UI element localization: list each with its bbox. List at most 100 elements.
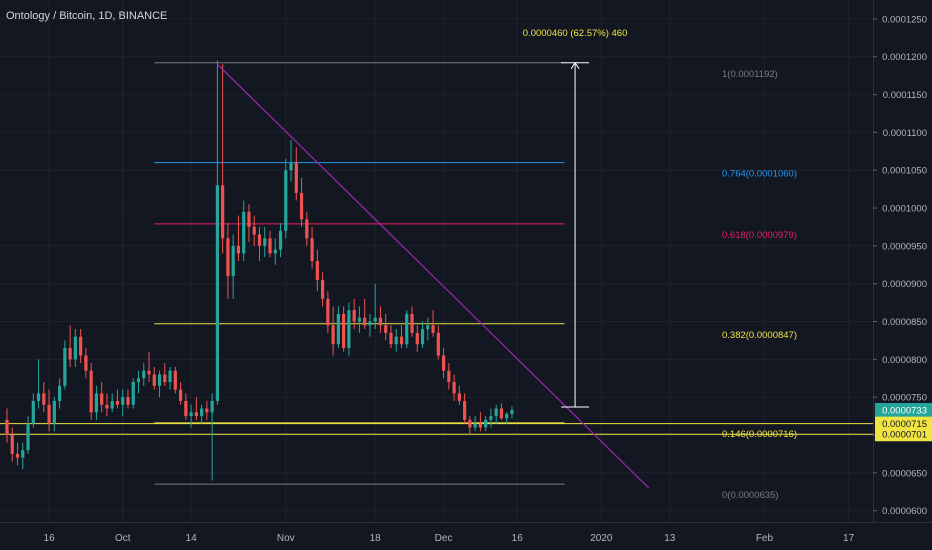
candle xyxy=(426,317,430,341)
candle xyxy=(221,64,225,254)
candle-body xyxy=(94,393,99,413)
y-tick-label: 0.0000750 xyxy=(882,393,927,404)
time-axis[interactable]: 16 Oct 14 Nov 18 Dec 16 2020 13 Feb 17 xyxy=(0,522,932,545)
candle-body xyxy=(441,355,446,371)
candle xyxy=(457,385,461,405)
candle xyxy=(194,397,198,420)
fib-level-label: 0.382(0.0000847) xyxy=(722,330,797,341)
candle xyxy=(79,329,83,364)
price-range-measure[interactable]: 0.0000460 (62.57%) 460 xyxy=(523,28,628,408)
candle-body xyxy=(263,238,267,246)
candle xyxy=(36,359,41,409)
candle xyxy=(257,226,262,261)
x-tick-label: 2020 xyxy=(590,533,613,544)
candle xyxy=(31,393,35,428)
candle-body xyxy=(73,336,77,360)
candle-body xyxy=(347,310,351,348)
candle xyxy=(352,298,356,330)
candle-body xyxy=(484,419,488,428)
candle xyxy=(331,306,335,356)
candle-body xyxy=(173,370,177,390)
y-tick-label: 0.0000900 xyxy=(882,279,927,290)
candle-body xyxy=(178,389,183,401)
candle-body xyxy=(147,370,151,375)
candle xyxy=(42,382,46,413)
candle xyxy=(263,226,267,258)
y-tick-label: 0.0001250 xyxy=(882,14,927,25)
candle-body xyxy=(284,170,288,231)
candle-body xyxy=(200,408,204,417)
x-tick-label: 13 xyxy=(664,533,676,544)
fib-level-label: 0(0.0000635) xyxy=(722,490,779,501)
horizontal-levels[interactable] xyxy=(0,423,873,435)
y-tick-label: 0.0000650 xyxy=(882,468,927,479)
candle-body xyxy=(152,374,156,386)
candle-body xyxy=(447,370,451,383)
candle xyxy=(100,382,104,413)
candle-body xyxy=(394,336,398,345)
candle-body xyxy=(15,453,20,458)
candle xyxy=(342,306,346,352)
y-tick-label: 0.0001000 xyxy=(882,204,927,215)
candle-body xyxy=(26,423,30,451)
candle xyxy=(26,416,30,454)
y-tick-label: 0.0000800 xyxy=(882,355,927,366)
candle-body xyxy=(378,317,383,326)
candle-body xyxy=(473,423,477,428)
candle xyxy=(47,389,51,432)
candle xyxy=(410,306,414,337)
candle xyxy=(384,313,388,341)
candle xyxy=(247,204,251,243)
x-tick-label: Dec xyxy=(435,533,453,544)
candle xyxy=(21,442,25,470)
candle xyxy=(363,298,367,330)
candle xyxy=(289,139,293,182)
candle xyxy=(110,393,114,413)
candle-body xyxy=(126,397,130,405)
candle-body xyxy=(31,400,35,424)
candle-body xyxy=(47,404,51,424)
candle xyxy=(157,370,162,398)
price-badge[interactable]: 0.0000715 xyxy=(875,416,932,431)
candle xyxy=(368,313,372,337)
x-tick-label: 16 xyxy=(512,533,524,544)
candle xyxy=(305,211,309,246)
candle xyxy=(389,325,393,348)
candle-body xyxy=(142,370,146,379)
fib-level-label: 0.764(0.0001060) xyxy=(722,169,797,180)
price-badge-label: 0.0000715 xyxy=(882,419,927,430)
candle-body xyxy=(131,382,135,405)
trendline[interactable] xyxy=(216,63,650,489)
price-badge[interactable]: 0.0000733 xyxy=(875,403,932,418)
candle xyxy=(268,230,272,258)
candle xyxy=(215,60,219,405)
candle-body xyxy=(84,355,88,371)
x-tick-label: 16 xyxy=(44,533,56,544)
y-tick-label: 0.0001050 xyxy=(882,166,927,177)
candle xyxy=(84,348,88,379)
candle xyxy=(205,400,209,420)
candle xyxy=(452,374,456,401)
candle xyxy=(226,223,230,299)
candle xyxy=(73,329,77,367)
candle xyxy=(505,412,509,424)
candle-body xyxy=(336,313,340,345)
candle-body xyxy=(436,332,440,356)
candle xyxy=(447,363,451,390)
candle xyxy=(121,389,125,417)
candle-body xyxy=(415,332,419,345)
candle xyxy=(200,404,204,424)
candle xyxy=(5,408,9,443)
candle-body xyxy=(115,400,120,405)
candle-body xyxy=(315,261,319,280)
price-axis[interactable]: 0.00006000.00006500.00007000.00007500.00… xyxy=(873,0,932,550)
candle-body xyxy=(100,393,104,405)
price-badge[interactable]: 0.0000701 xyxy=(875,427,932,442)
candle-body xyxy=(215,185,219,401)
candle xyxy=(89,363,93,420)
candle xyxy=(463,393,467,424)
candle-body xyxy=(168,370,172,383)
candle-body xyxy=(121,397,125,405)
x-tick-label: 18 xyxy=(370,533,382,544)
